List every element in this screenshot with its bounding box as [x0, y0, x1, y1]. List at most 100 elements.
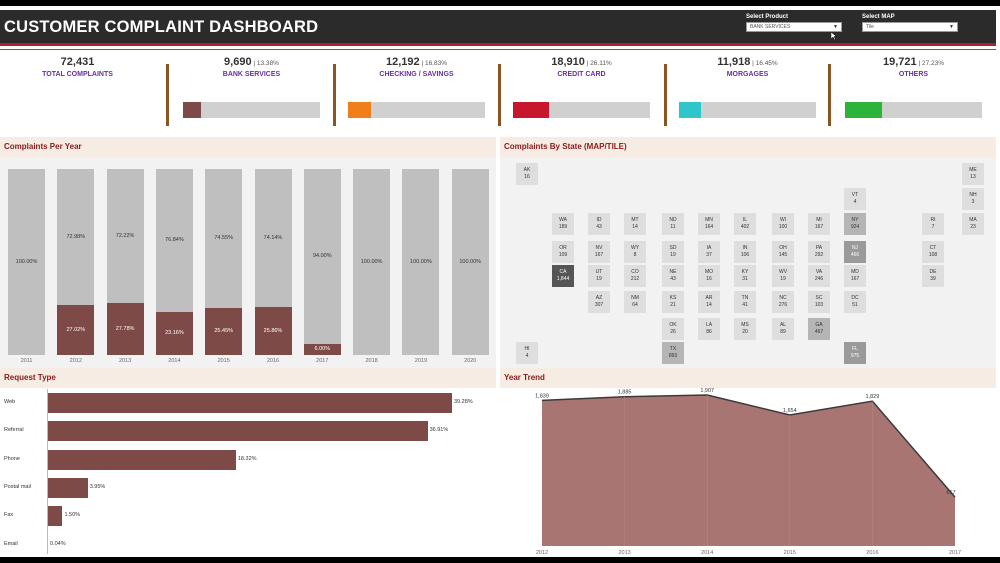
- complaints-by-state-header: Complaints By State (MAP/TILE): [500, 137, 996, 157]
- state-tile-co[interactable]: CO 212: [624, 265, 646, 287]
- kpi-value: 11,918 | 16.45%: [679, 56, 816, 68]
- state-tile-ct[interactable]: CT 108: [922, 241, 944, 263]
- state-tile-sc[interactable]: SC 103: [808, 291, 830, 313]
- state-count: 19: [780, 276, 786, 282]
- state-count: 106: [740, 252, 750, 258]
- state-tile-tn[interactable]: TN 41: [734, 291, 756, 313]
- state-tile-wi[interactable]: WI 100: [772, 213, 794, 235]
- state-tile-hi[interactable]: HI 4: [516, 342, 538, 364]
- state-tile-wa[interactable]: WA 189: [552, 213, 574, 235]
- kpi-divider: [498, 64, 501, 126]
- bar-label-grey: 76.84%: [165, 237, 184, 244]
- state-tile-id[interactable]: ID 43: [588, 213, 610, 235]
- state-tile-wy[interactable]: WY 8: [624, 241, 646, 263]
- mouse-cursor-icon: [831, 32, 837, 40]
- state-tile-nd[interactable]: ND 11: [662, 213, 684, 235]
- state-tile-va[interactable]: VA 246: [808, 265, 830, 287]
- state-tile-ga[interactable]: GA 467: [808, 318, 830, 340]
- year-tick-label: 2016: [266, 358, 280, 364]
- state-count: 11: [670, 224, 676, 230]
- request-type-label: Referral: [4, 427, 24, 434]
- request-type-row: Referral 36.91%: [0, 421, 490, 442]
- state-tile-in[interactable]: IN 106: [734, 241, 756, 263]
- state-tile-al[interactable]: AL 89: [772, 318, 794, 340]
- state-count: 43: [670, 276, 676, 282]
- year-tick-label: 2011: [20, 358, 33, 364]
- state-tile-oh[interactable]: OH 145: [772, 241, 794, 263]
- state-tile-nh[interactable]: NH 3: [962, 188, 984, 210]
- kpi-separator: |: [419, 60, 425, 67]
- state-tile-ky[interactable]: KY 31: [734, 265, 756, 287]
- state-tile-nj[interactable]: NJ 466: [844, 241, 866, 263]
- state-code: HI: [524, 346, 530, 352]
- state-tile-la[interactable]: LA 86: [698, 318, 720, 340]
- kpi-label: CHECKING / SAVINGS: [379, 71, 454, 78]
- year-trend-header: Year Trend: [500, 368, 996, 388]
- state-tile-nv[interactable]: NV 167: [588, 241, 610, 263]
- state-tile-ny[interactable]: NY 924: [844, 213, 866, 235]
- state-code: DC: [851, 295, 859, 301]
- state-tile-nc[interactable]: NC 276: [772, 291, 794, 313]
- state-tile-nm[interactable]: NM 64: [624, 291, 646, 313]
- state-tile-mt[interactable]: MT 14: [624, 213, 646, 235]
- state-tile-mo[interactable]: MO 16: [698, 265, 720, 287]
- state-tile-me[interactable]: ME 13: [962, 163, 984, 185]
- kpi-progress-bar: [513, 102, 650, 118]
- state-count: 212: [630, 276, 640, 282]
- state-count: 109: [558, 252, 568, 258]
- map-select[interactable]: Tile ▼: [862, 22, 958, 32]
- state-tile-ms[interactable]: MS 20: [734, 318, 756, 340]
- state-tile-mi[interactable]: MI 167: [808, 213, 830, 235]
- state-tile-ca[interactable]: CA 1,844: [552, 265, 574, 287]
- dashboard-frame: CUSTOMER COMPLAINT DASHBOARD Select Prod…: [0, 6, 1000, 557]
- state-tile-dc[interactable]: DC 51: [844, 291, 866, 313]
- state-code: NV: [595, 245, 603, 251]
- state-code: CT: [929, 245, 937, 251]
- state-code: FL: [852, 346, 858, 352]
- state-tile-ak[interactable]: AK 16: [516, 163, 538, 185]
- state-tile-de[interactable]: DE 39: [922, 265, 944, 287]
- state-code: MA: [969, 217, 977, 223]
- kpi-divider: [664, 64, 667, 126]
- kpi-progress-bar: [348, 102, 485, 118]
- state-code: KS: [669, 295, 677, 301]
- state-count: 16: [706, 276, 712, 282]
- state-tile-ma[interactable]: MA 23: [962, 213, 984, 235]
- trend-value-label: 1,885: [618, 390, 632, 396]
- bar-label-grey: 100.00%: [15, 259, 38, 265]
- state-tile-ia[interactable]: IA 37: [698, 241, 720, 263]
- state-tile-sd[interactable]: SD 19: [662, 241, 684, 263]
- state-tile-fl[interactable]: FL 975: [844, 342, 866, 364]
- product-select[interactable]: BANK SERVICES ▼: [746, 22, 842, 32]
- kpi-value: 19,721 | 27.23%: [845, 56, 982, 68]
- state-count: 13: [970, 174, 976, 180]
- state-tile-ri[interactable]: RI 7: [922, 213, 944, 235]
- request-type-value: 1.50%: [64, 512, 81, 519]
- state-tile-vt[interactable]: VT 4: [844, 188, 866, 210]
- state-tile-ok[interactable]: OK 26: [662, 318, 684, 340]
- state-code: CA: [559, 269, 567, 275]
- bar-label-grey: 100.00%: [360, 259, 383, 265]
- state-tile-wv[interactable]: WV 19: [772, 265, 794, 287]
- request-type-row: Fax 1.50%: [0, 506, 490, 527]
- state-tile-ne[interactable]: NE 43: [662, 265, 684, 287]
- year-bar: 74.14% 25.86% 2016: [254, 157, 292, 368]
- page-title: CUSTOMER COMPLAINT DASHBOARD: [4, 18, 319, 36]
- state-tile-az[interactable]: AZ 307: [588, 291, 610, 313]
- state-tile-ks[interactable]: KS 21: [662, 291, 684, 313]
- state-tile-md[interactable]: MD 167: [844, 265, 866, 287]
- state-tile-ar[interactable]: AR 14: [698, 291, 720, 313]
- state-tile-pa[interactable]: PA 292: [808, 241, 830, 263]
- request-type-value: 0.04%: [50, 540, 66, 547]
- state-code: TX: [669, 346, 677, 352]
- state-code: WY: [630, 245, 640, 251]
- state-code: VT: [851, 192, 859, 198]
- state-count: 167: [594, 252, 604, 258]
- state-tile-tx[interactable]: TX 893: [662, 342, 684, 364]
- state-tile-ut[interactable]: UT 19: [588, 265, 610, 287]
- state-tile-mn[interactable]: MN 164: [698, 213, 720, 235]
- state-tile-il[interactable]: IL 402: [734, 213, 756, 235]
- state-tile-or[interactable]: OR 109: [552, 241, 574, 263]
- bar-segment-grey: [155, 169, 193, 312]
- kpi-label: OTHERS: [898, 71, 929, 78]
